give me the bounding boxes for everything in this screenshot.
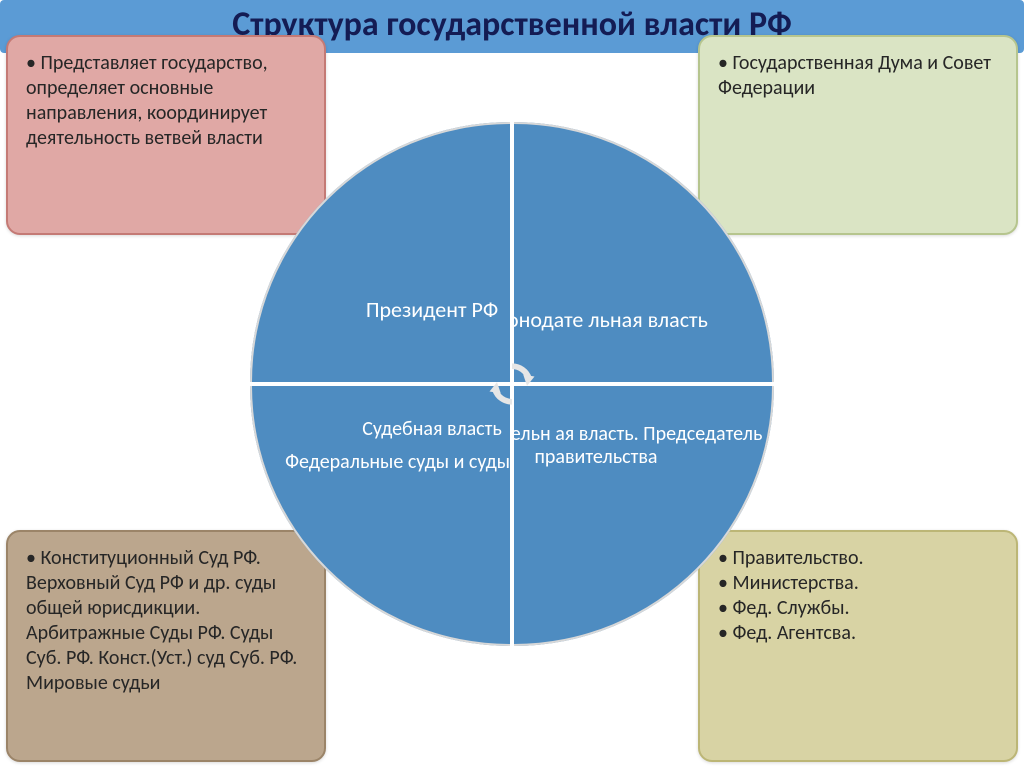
segment-president: Президент РФ: [250, 122, 510, 382]
segment-president-label: Президент РФ: [326, 297, 510, 322]
segment-judicial: Судебная властьФедеральные суды и суды С…: [250, 386, 510, 646]
cycle-arrows-icon: [482, 354, 542, 414]
box-item: Государственная Дума и Совет Федерации: [718, 51, 998, 101]
segment-legislative-label: Законодате льная власть: [514, 307, 748, 332]
segment-executive: Исполнительн ая власть. Председатель пра…: [514, 386, 774, 646]
segment-legislative: Законодате льная власть: [514, 122, 774, 382]
segment-judicial-label: Судебная властьФедеральные суды и суды С…: [250, 418, 510, 474]
segment-executive-label: Исполнительн ая власть. Председатель пра…: [514, 423, 774, 469]
